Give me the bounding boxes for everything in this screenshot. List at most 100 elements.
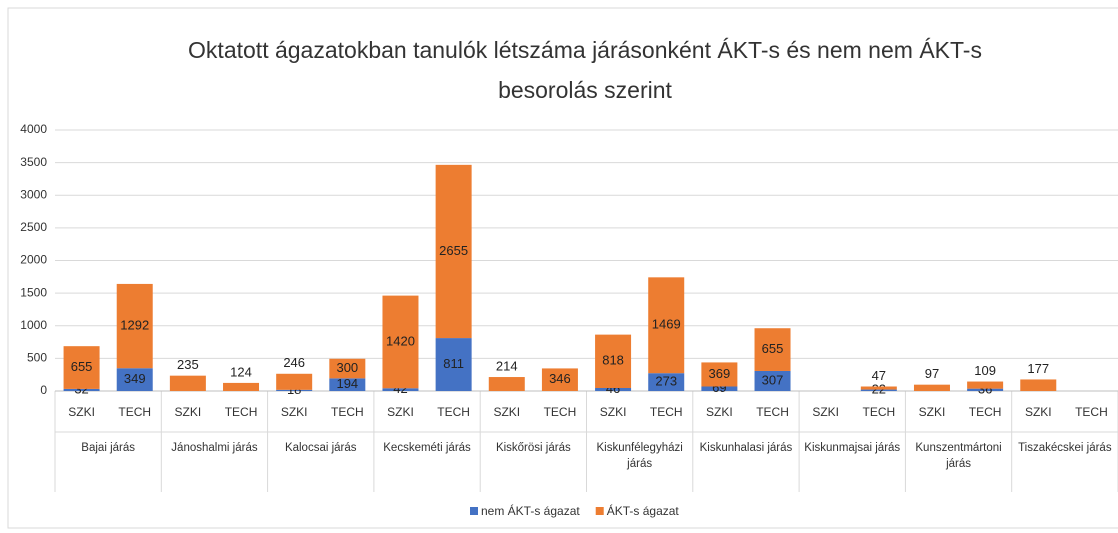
group-label: Kalocsai járás	[284, 442, 357, 454]
bar-segment	[169, 375, 206, 391]
x-tick-label: TECH	[118, 405, 151, 419]
bar-segment	[913, 384, 950, 391]
data-label: 194	[336, 376, 358, 391]
data-label: 246	[283, 355, 305, 370]
group-label: Kecskeméti járás	[383, 442, 471, 454]
bar-segment	[116, 283, 153, 369]
data-label: 300	[336, 360, 358, 375]
bar-segment	[595, 334, 632, 388]
x-tick-label: TECH	[862, 405, 895, 419]
x-tick-label: TECH	[650, 405, 683, 419]
y-tick-label: 2500	[20, 220, 47, 234]
x-tick-label: SZKI	[387, 405, 414, 419]
y-tick-label: 2000	[20, 253, 47, 267]
x-tick-label: SZKI	[1025, 405, 1052, 419]
chart-title: Oktatott ágazatokban tanulók létszáma já…	[188, 37, 982, 103]
legend-swatch	[470, 507, 478, 515]
bar-segment	[63, 346, 100, 389]
bar-segment	[754, 328, 791, 371]
data-label: 214	[496, 358, 518, 373]
x-tick-label: TECH	[225, 405, 258, 419]
data-label: 124	[230, 364, 252, 379]
group-label: Bajai járás	[81, 442, 135, 454]
bar-segment	[276, 373, 313, 390]
bar-segment	[329, 378, 366, 391]
y-tick-label: 500	[27, 351, 47, 365]
x-tick-label: SZKI	[175, 405, 202, 419]
legend-label: nem ÁKT-s ágazat	[481, 503, 580, 518]
bar-segment	[754, 370, 791, 391]
bar-segment	[860, 389, 897, 391]
bar-segment	[648, 277, 685, 374]
x-tick-label: SZKI	[68, 405, 95, 419]
x-tick-label: TECH	[969, 405, 1002, 419]
data-label: 273	[655, 374, 677, 389]
x-tick-label: TECH	[756, 405, 789, 419]
group-label: Kiskunfélegyházi járás	[596, 442, 683, 470]
bar-segment	[435, 338, 472, 391]
y-tick-label: 1500	[20, 285, 47, 299]
data-label: 369	[709, 366, 731, 381]
bar-segment	[967, 388, 1004, 391]
data-label: 47	[872, 368, 886, 383]
bar-segment	[276, 389, 313, 391]
x-tick-label: SZKI	[281, 405, 308, 419]
group-label: Kunszentmártoni járás	[915, 442, 1002, 470]
group-label: Kiskunmajsai járás	[804, 442, 901, 454]
bar-segment	[63, 388, 100, 391]
group-label: Jánoshalmi járás	[171, 442, 258, 454]
bar-segment	[116, 368, 153, 391]
data-label: 346	[549, 371, 571, 386]
data-label: 811	[443, 356, 464, 371]
x-tick-label: SZKI	[706, 405, 733, 419]
bar-segment	[648, 373, 685, 391]
data-label: 1292	[120, 318, 149, 333]
data-label: 235	[177, 357, 199, 372]
group-label: Kiskunhalasi járás	[699, 442, 793, 454]
bar-segment	[223, 382, 260, 391]
data-label: 655	[71, 359, 93, 374]
y-tick-label: 4000	[20, 122, 47, 136]
legend-label: ÁKT-s ágazat	[607, 503, 680, 518]
y-tick-label: 3500	[20, 155, 47, 169]
data-label: 349	[124, 371, 146, 386]
data-label: 655	[762, 341, 784, 356]
bar-segment	[701, 386, 738, 391]
group-label: Kiskőrösi járás	[495, 442, 571, 454]
x-tick-label: TECH	[544, 405, 577, 419]
data-label: 307	[762, 372, 784, 387]
bar-segment	[435, 164, 472, 339]
data-label: 1469	[652, 317, 681, 332]
data-label: 177	[1027, 361, 1049, 376]
bar-segment	[329, 358, 366, 379]
bar-segment	[382, 388, 419, 391]
bar-segment	[488, 377, 525, 391]
data-label: 2655	[439, 243, 468, 258]
x-tick-label: SZKI	[812, 405, 839, 419]
x-tick-label: SZKI	[493, 405, 520, 419]
bar-segment	[967, 381, 1004, 389]
y-tick-label: 0	[40, 383, 47, 397]
x-tick-label: TECH	[1075, 405, 1108, 419]
x-tick-label: TECH	[331, 405, 364, 419]
y-tick-label: 3000	[20, 187, 47, 201]
data-label: 1420	[386, 333, 415, 348]
bar-segment	[382, 295, 419, 389]
data-label: 109	[974, 363, 996, 378]
bar-segment	[701, 362, 738, 387]
group-label: Tiszakécskei járás	[1018, 442, 1112, 454]
y-tick-label: 1000	[20, 318, 47, 332]
bar-segment	[1020, 379, 1057, 391]
bar-segment	[860, 386, 897, 390]
bar-segment	[595, 387, 632, 391]
data-label: 818	[602, 353, 624, 368]
bar-segment	[541, 368, 578, 391]
x-tick-label: SZKI	[919, 405, 946, 419]
x-tick-label: TECH	[437, 405, 470, 419]
x-tick-label: SZKI	[600, 405, 627, 419]
data-label: 97	[925, 366, 939, 381]
chart-border	[7, 7, 1118, 529]
legend-swatch	[595, 507, 604, 515]
